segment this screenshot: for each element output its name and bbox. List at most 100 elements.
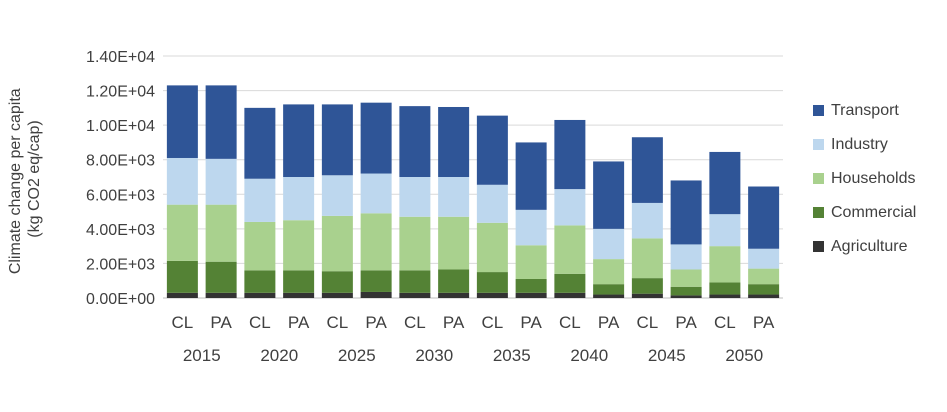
y-axis-title-line-2: (kg CO2 eq/cap) (26, 120, 43, 237)
x-category-label: CL (482, 313, 504, 332)
bar-segment-commercial (244, 270, 276, 293)
bar-segment-transport (399, 106, 431, 177)
bars (166, 85, 780, 298)
bar-segment-agriculture (709, 294, 741, 298)
bar-segment-commercial (554, 273, 586, 293)
bar-segment-agriculture (593, 294, 625, 298)
y-tick-label: 1.20E+04 (86, 84, 155, 101)
bar-segment-transport (709, 151, 741, 215)
bar-segment-transport (476, 115, 508, 185)
bar-segment-commercial (438, 269, 470, 293)
bar-segment-households (321, 215, 353, 272)
x-category-label: PA (753, 313, 775, 332)
bar-segment-industry (709, 214, 741, 247)
bar-segment-households (709, 246, 741, 283)
bar-segment-commercial (631, 278, 663, 294)
bar-segment-industry (321, 175, 353, 216)
x-category-label: PA (365, 313, 387, 332)
bar-segment-industry (554, 189, 586, 226)
y-tick-label: 6.00E+03 (86, 187, 155, 204)
y-tick-label: 1.40E+04 (86, 49, 155, 66)
legend-label-households: Households (831, 170, 916, 187)
bar-segment-commercial (321, 271, 353, 293)
bar-segment-industry (631, 202, 663, 239)
x-axis-groups: 2015 2020 2025 2030 2035 2040 2045 2050 (183, 346, 763, 365)
bar-segment-industry (244, 178, 276, 222)
y-tick-label: 0.00E+00 (86, 291, 155, 308)
bar-segment-transport (748, 186, 780, 249)
bar-segment-commercial (360, 270, 392, 292)
bar-segment-transport (515, 142, 547, 210)
y-tick-label: 1.00E+04 (86, 118, 155, 135)
x-group-label: 2040 (570, 346, 608, 365)
bar-segment-industry (670, 244, 702, 270)
bar-segment-transport (360, 102, 392, 174)
bar-segment-industry (593, 228, 625, 260)
legend-swatch-transport (813, 105, 824, 116)
bar-segment-industry (283, 177, 315, 221)
y-tick-label: 4.00E+03 (86, 222, 155, 239)
bar-segment-commercial (283, 270, 315, 293)
bar-segment-households (360, 213, 392, 271)
legend-label-commercial: Commercial (831, 204, 916, 221)
bar-segment-commercial (399, 270, 431, 293)
x-category-label: CL (714, 313, 736, 332)
bar-segment-transport (244, 107, 276, 179)
legend: Transport Industry Households Commercial Agr… (813, 102, 916, 255)
bar-segment-households (476, 222, 508, 273)
bar-segment-households (399, 216, 431, 271)
legend-label-agriculture: Agriculture (831, 238, 908, 255)
x-category-label: CL (172, 313, 194, 332)
bar-segment-commercial (515, 278, 547, 293)
bar-segment-households (631, 238, 663, 279)
bar-segment-agriculture (476, 292, 508, 298)
y-tick-label: 2.00E+03 (86, 256, 155, 273)
x-group-label: 2025 (338, 346, 376, 365)
bar-segment-commercial (670, 286, 702, 296)
x-group-label: 2045 (648, 346, 686, 365)
y-axis-ticks: 0.00E+00 2.00E+03 4.00E+03 6.00E+03 8.00E+03… (86, 49, 155, 308)
bar-segment-agriculture (321, 292, 353, 298)
bar-segment-agriculture (631, 293, 663, 298)
bar-segment-transport (554, 119, 586, 190)
bar-segment-households (748, 268, 780, 285)
bar-segment-agriculture (244, 292, 276, 298)
x-category-label: PA (288, 313, 310, 332)
legend-label-transport: Transport (831, 102, 899, 119)
x-category-label: PA (598, 313, 620, 332)
bar-segment-households (554, 225, 586, 274)
bar-segment-commercial (593, 284, 625, 295)
bar-segment-households (593, 259, 625, 285)
bar-segment-agriculture (554, 292, 586, 298)
bar-segment-households (515, 245, 547, 279)
bar-segment-agriculture (360, 291, 392, 298)
bar-segment-industry (476, 184, 508, 223)
bar-segment-industry (515, 209, 547, 246)
bar-segment-industry (399, 177, 431, 217)
legend-label-industry: Industry (831, 136, 888, 153)
x-category-label: CL (404, 313, 426, 332)
bar-segment-transport (438, 106, 470, 177)
x-category-label: PA (520, 313, 542, 332)
bar-segment-agriculture (438, 292, 470, 298)
x-category-label: CL (249, 313, 271, 332)
x-category-label: CL (637, 313, 659, 332)
bar-segment-agriculture (399, 292, 431, 298)
x-category-label: PA (210, 313, 232, 332)
bar-segment-transport (670, 180, 702, 245)
bar-segment-agriculture (515, 292, 547, 298)
bar-segment-agriculture (748, 294, 780, 298)
bar-segment-households (205, 204, 237, 262)
x-group-label: 2030 (415, 346, 453, 365)
bar-segment-transport (631, 137, 663, 203)
x-group-label: 2020 (260, 346, 298, 365)
bar-segment-households (244, 221, 276, 271)
x-group-label: 2015 (183, 346, 221, 365)
bar-segment-commercial (748, 284, 780, 295)
y-axis-title-line-1: Climate change per capita (7, 88, 24, 274)
bar-segment-households (670, 269, 702, 287)
legend-swatch-commercial (813, 207, 824, 218)
bar-segment-industry (748, 248, 780, 269)
bar-segment-industry (360, 173, 392, 214)
bar-segment-commercial (205, 261, 237, 293)
